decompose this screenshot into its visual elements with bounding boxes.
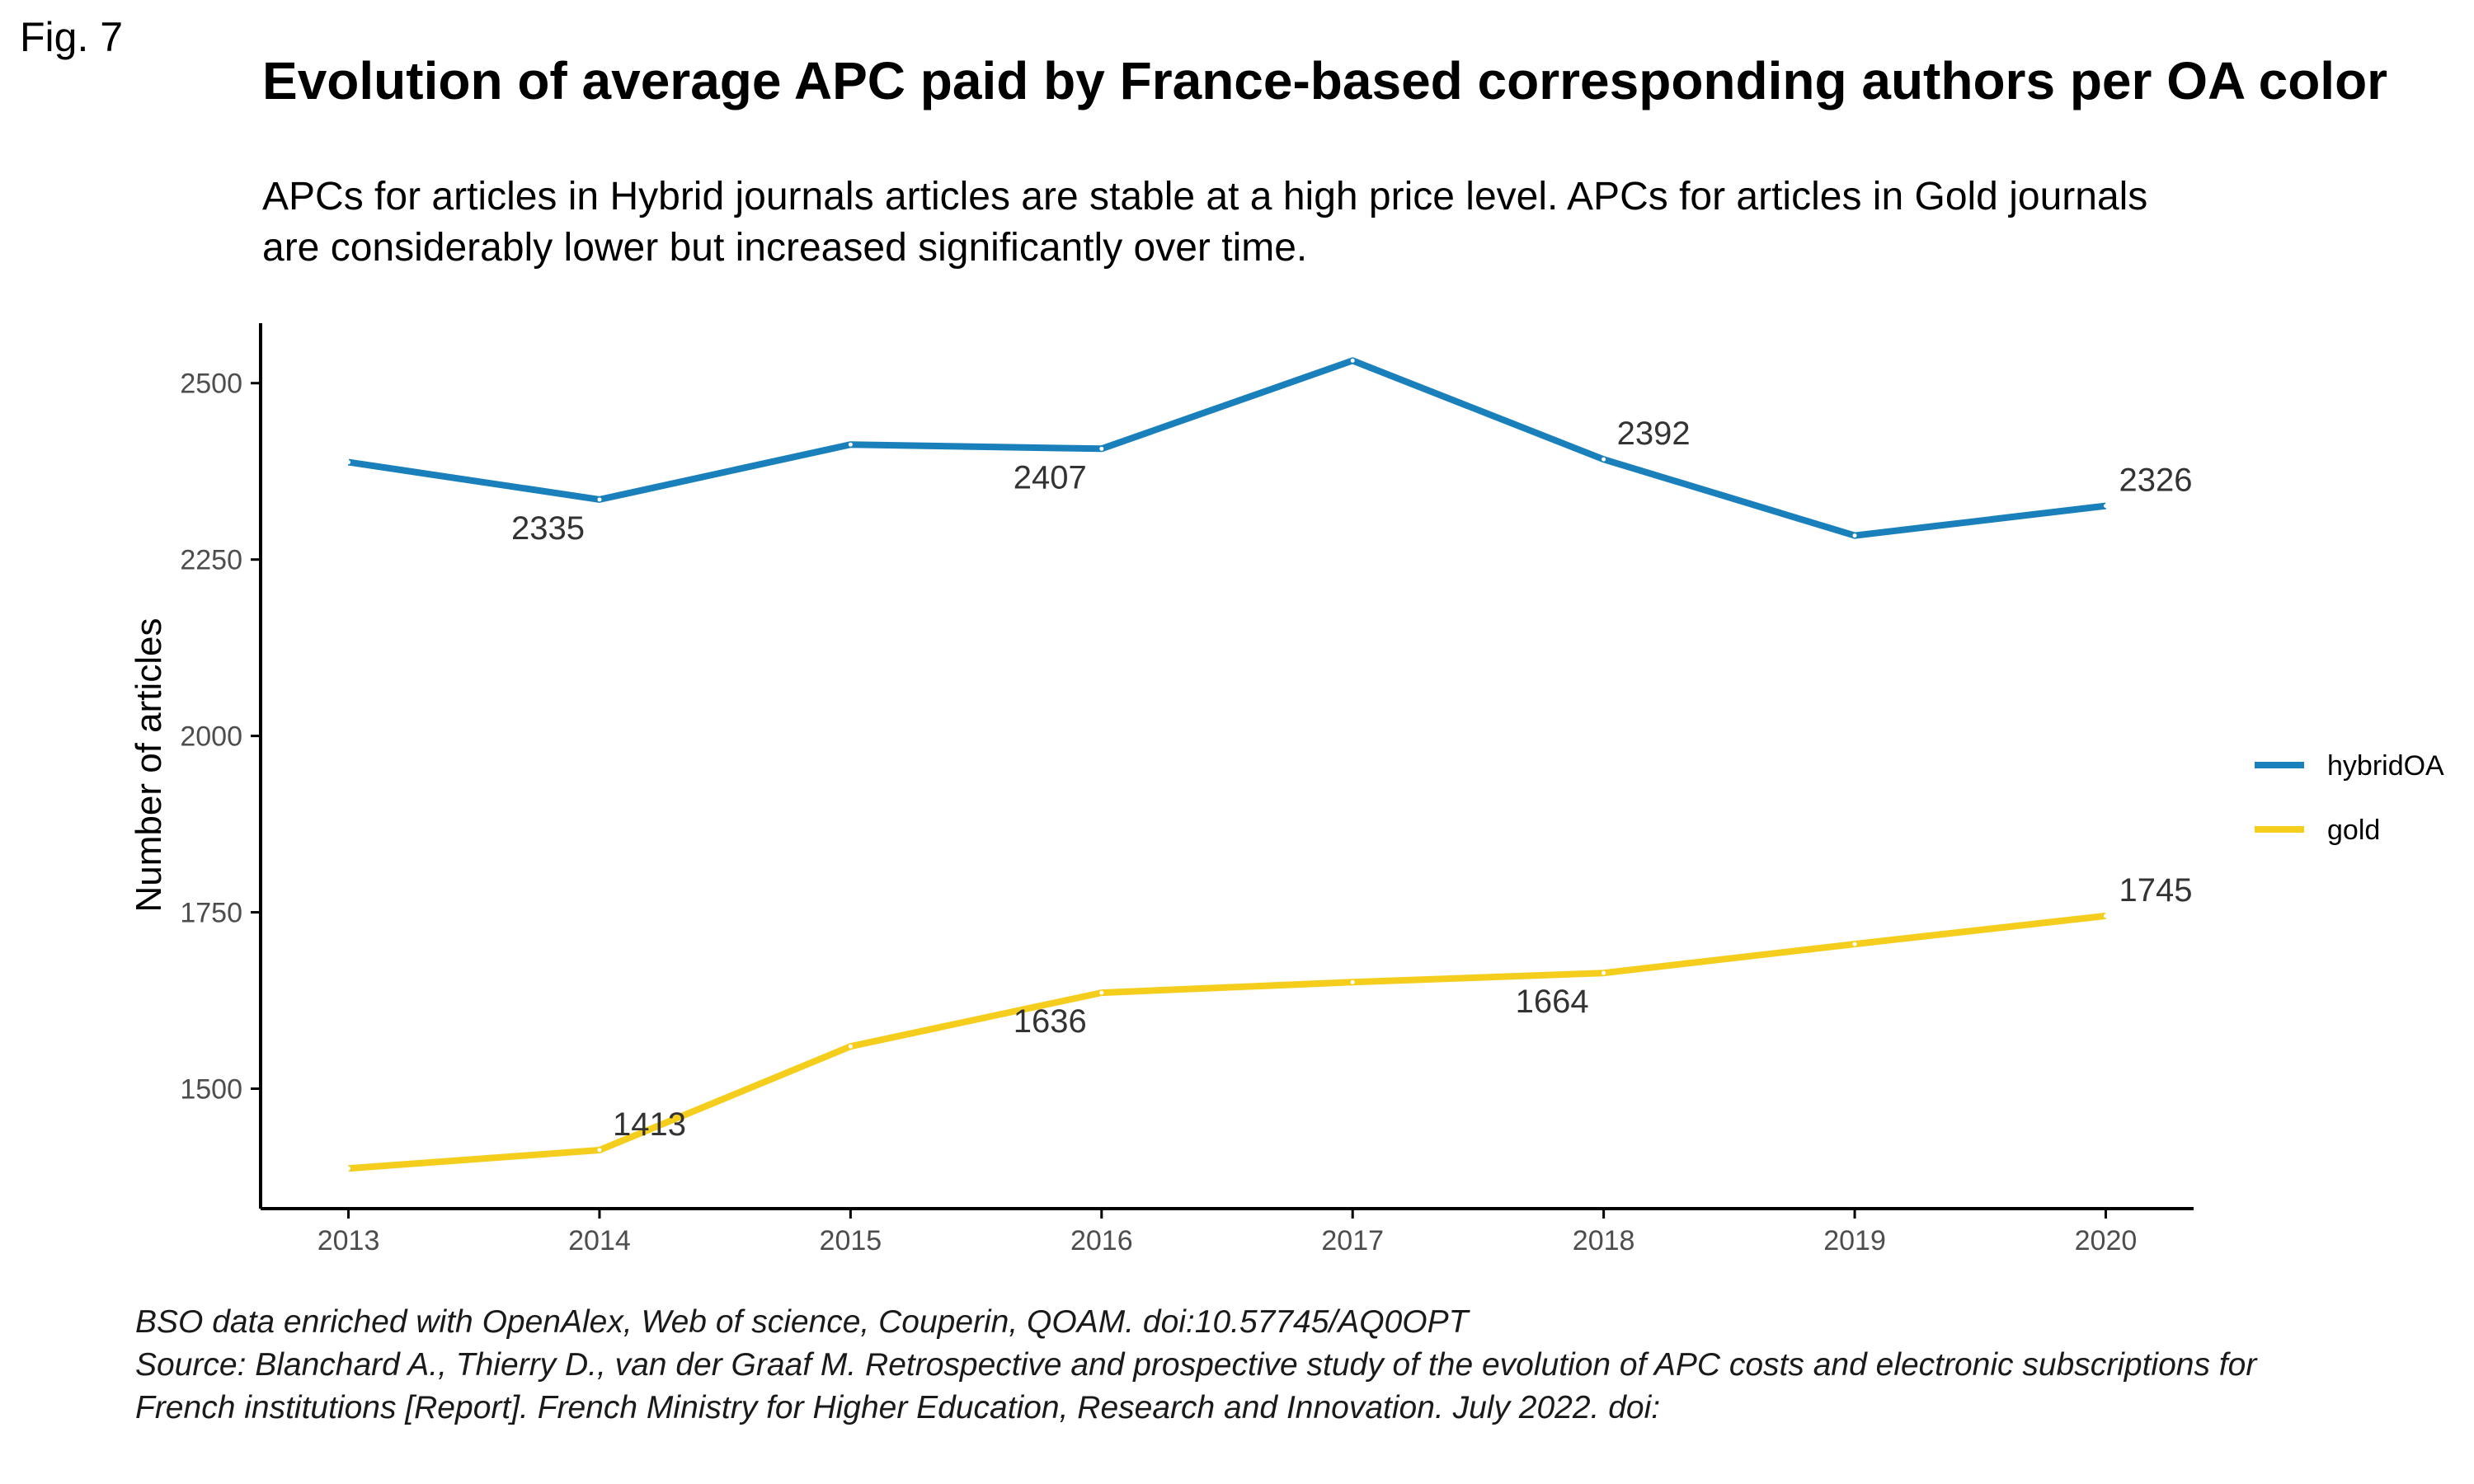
data-label-hybridOA: 2407 <box>1014 459 1087 495</box>
y-tick-label: 2000 <box>180 721 242 753</box>
caption-line-3: French institutions [Report]. French Min… <box>135 1390 1661 1425</box>
y-tick-label: 2500 <box>180 369 242 400</box>
x-tick-label: 2020 <box>2075 1225 2138 1256</box>
legend-label-gold: gold <box>2327 815 2380 846</box>
data-point-gold <box>346 1166 351 1171</box>
y-axis-title: Number of articles <box>129 618 169 912</box>
data-point-gold <box>597 1148 602 1153</box>
data-point-hybridOA <box>2103 504 2108 509</box>
x-tick-label: 2019 <box>1823 1225 1886 1256</box>
series-group <box>346 357 2108 1172</box>
chart-subtitle: APCs for articles in Hybrid journals art… <box>262 175 2148 270</box>
data-label-gold: 1636 <box>1014 1003 1087 1040</box>
x-tick-label: 2016 <box>1070 1225 1133 1256</box>
y-tick-label: 1750 <box>180 898 242 929</box>
data-label-gold: 1745 <box>2119 872 2192 909</box>
figure-caption: BSO data enriched with OpenAlex, Web of … <box>135 1301 2444 1430</box>
x-tick-label: 2013 <box>317 1225 380 1256</box>
y-tick-label: 2250 <box>180 545 242 576</box>
x-tick-label: 2018 <box>1573 1225 1635 1256</box>
data-point-gold <box>1350 979 1355 984</box>
chart-title: Evolution of average APC paid by France-… <box>262 51 2388 110</box>
data-point-gold <box>1602 970 1606 975</box>
data-labels-group: 2335 2407 2392 2326 1413 1636 1664 1745 <box>511 416 2192 1143</box>
data-point-gold <box>848 1044 853 1049</box>
data-point-gold <box>2103 913 2108 918</box>
x-tick-label: 2017 <box>1321 1225 1384 1256</box>
data-point-hybridOA <box>1852 533 1857 538</box>
data-point-gold <box>1099 990 1104 995</box>
legend-label-hybridOA: hybridOA <box>2327 750 2444 782</box>
data-label-hybridOA: 2335 <box>511 510 585 547</box>
y-tick-label: 1500 <box>180 1074 242 1106</box>
data-point-hybridOA <box>1602 457 1606 462</box>
series-line-gold <box>348 912 2106 1172</box>
data-point-gold <box>1852 942 1857 946</box>
data-point-hybridOA <box>1350 358 1355 363</box>
data-point-hybridOA <box>1099 446 1104 451</box>
axes-group: 1500 1750 2000 2250 2500 2013 2014 2015 2016 2017… <box>180 323 2194 1256</box>
caption-line-1: BSO data enriched with OpenAlex, Web of … <box>135 1304 1469 1340</box>
data-label-hybridOA: 2326 <box>2119 463 2192 499</box>
series-line-hybridOA <box>347 357 2106 539</box>
figure-label: Fig. 7 <box>20 14 124 60</box>
data-point-hybridOA <box>848 442 853 447</box>
legend: hybridOA gold <box>2255 750 2444 846</box>
x-tick-label: 2015 <box>820 1225 882 1256</box>
data-label-hybridOA: 2392 <box>1617 416 1691 452</box>
data-point-hybridOA <box>597 497 602 502</box>
data-point-hybridOA <box>346 460 351 465</box>
caption-line-2: Source: Blanchard A., Thierry D., van de… <box>135 1347 2257 1383</box>
x-tick-label: 2014 <box>568 1225 631 1256</box>
data-label-gold: 1413 <box>613 1106 686 1143</box>
data-label-gold: 1664 <box>1516 984 1589 1020</box>
